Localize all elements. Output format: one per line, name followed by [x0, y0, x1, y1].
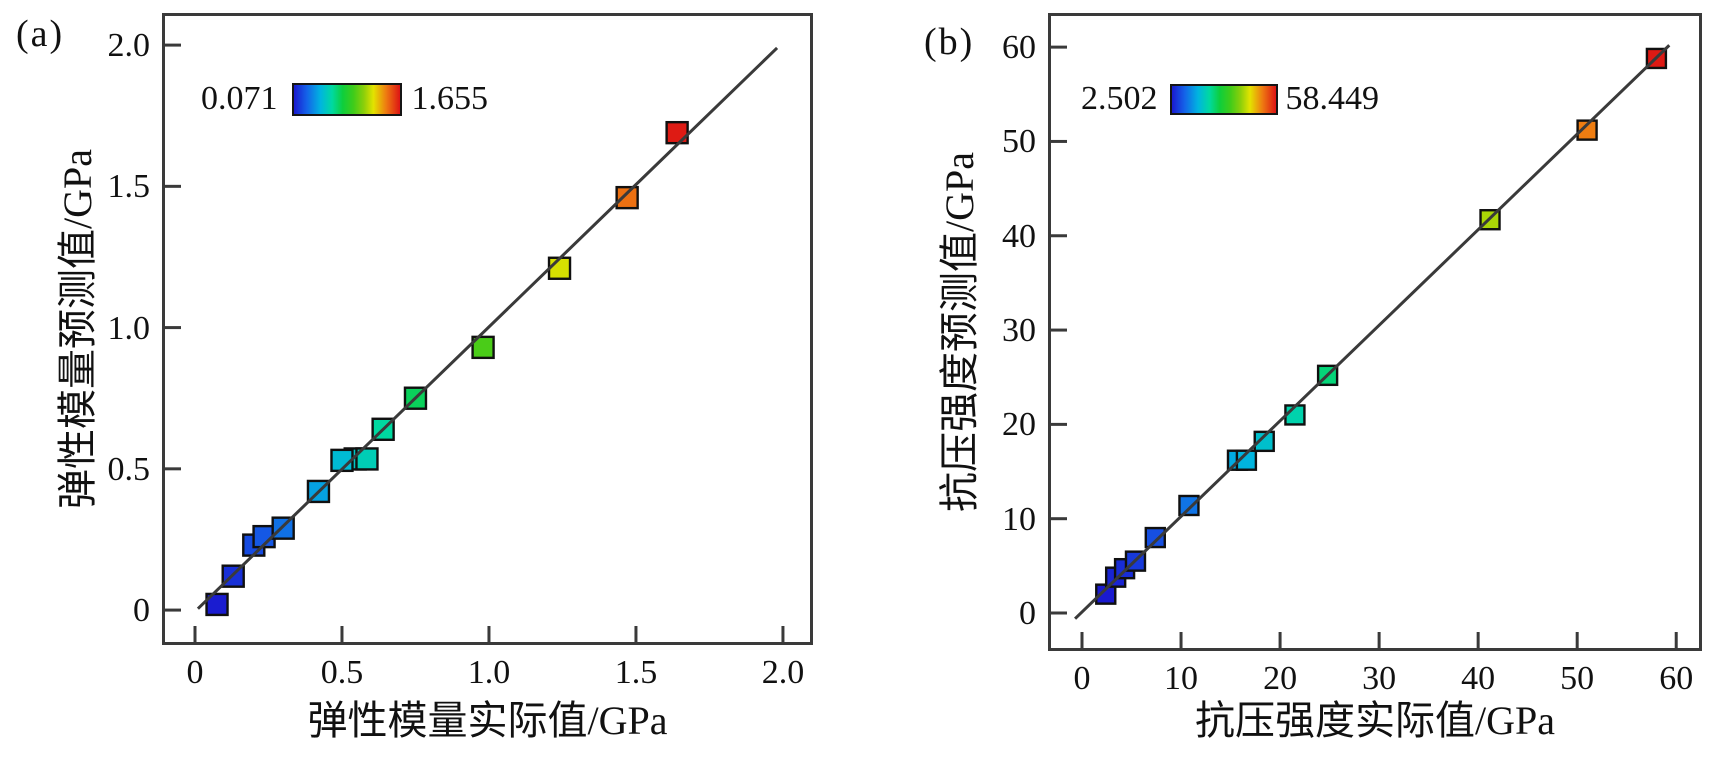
- panel-b-plot-frame: 2.502 58.449: [1048, 13, 1702, 651]
- panel-b-colorbar: 2.502 58.449: [1081, 82, 1379, 116]
- x-tick-label: 1.0: [467, 654, 511, 691]
- y-tick-label: 0: [1019, 595, 1036, 632]
- data-point-marker: [355, 447, 379, 471]
- data-point-marker: [1253, 430, 1275, 453]
- y-tick-label: 1.0: [107, 309, 151, 347]
- colorbar-gradient: [1169, 83, 1278, 115]
- x-tick-label: 60: [1659, 660, 1694, 697]
- x-tick-label: 0: [186, 654, 204, 691]
- x-tick-label: 0: [1073, 660, 1091, 697]
- colorbar-min-label: 2.502: [1081, 80, 1158, 117]
- x-tick-label: 1.5: [614, 654, 658, 691]
- x-tick-label: 50: [1560, 660, 1595, 697]
- data-point-marker: [1144, 526, 1166, 549]
- y-tick-label: 1.5: [107, 168, 151, 206]
- panel-a-xlabel: 弹性模量实际值/GPa: [307, 698, 668, 743]
- colorbar-min-label: 0.071: [201, 80, 278, 117]
- x-tick-label: 20: [1263, 660, 1298, 697]
- colorbar-max-label: 58.449: [1285, 80, 1380, 117]
- identity-line: [1074, 44, 1671, 620]
- data-point-marker: [1576, 119, 1598, 141]
- panel-a-plot-canvas: [165, 43, 785, 642]
- y-tick-label: 0: [133, 592, 150, 630]
- colorbar-max-label: 1.655: [411, 80, 489, 117]
- x-tick-label: 40: [1461, 660, 1496, 697]
- y-tick-label: 0.5: [107, 450, 151, 488]
- data-point-marker: [615, 185, 639, 210]
- data-point-marker: [1235, 449, 1258, 471]
- y-tick-label: 60: [1002, 29, 1036, 67]
- data-point-marker: [471, 335, 495, 360]
- y-tick-label: 40: [1002, 217, 1036, 255]
- y-tick-label: 10: [1002, 500, 1036, 538]
- panel-a-tag: (a): [16, 13, 65, 55]
- y-tick-label: 2.0: [107, 27, 151, 65]
- colorbar-gradient: [291, 82, 402, 116]
- y-tick-label: 50: [1002, 123, 1036, 161]
- panel-b-plot-canvas: [1051, 44, 1678, 648]
- y-tick-label: 20: [1002, 406, 1036, 444]
- y-tick-label: 30: [1002, 312, 1036, 350]
- data-point-marker: [1178, 494, 1200, 517]
- x-tick-label: 2.0: [761, 654, 805, 691]
- data-point-marker: [205, 592, 229, 617]
- x-tick-label: 0.5: [320, 654, 364, 691]
- panel-b-tag: (b): [924, 21, 975, 63]
- x-tick-label: 10: [1164, 660, 1199, 697]
- panel-b-xlabel: 抗压强度实际值/GPa: [1195, 698, 1555, 743]
- panel-a-colorbar: 0.071 1.655: [201, 82, 488, 116]
- x-tick-label: 30: [1362, 660, 1397, 697]
- identity-line: [196, 46, 779, 610]
- panel-a-plot-frame: 0.071 1.655: [162, 13, 813, 645]
